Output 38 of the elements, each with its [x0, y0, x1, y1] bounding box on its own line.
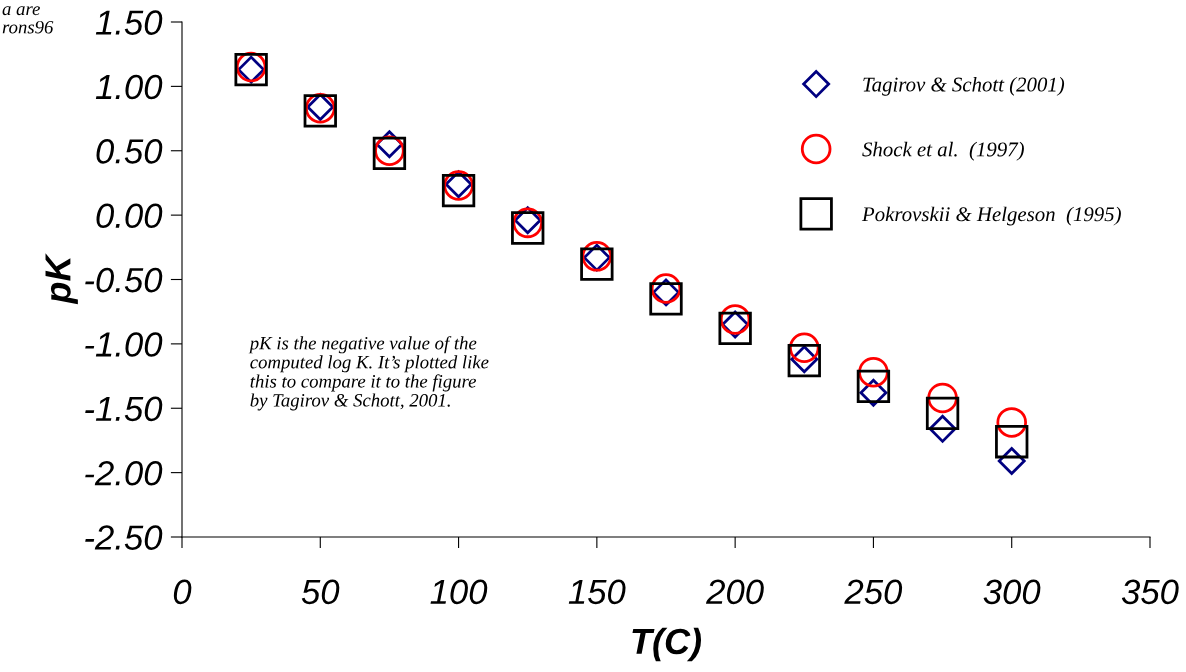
y-tick-label: -1.00: [85, 332, 163, 357]
y-tick-label: 1.00: [95, 74, 163, 100]
y-tick-label: 1.50: [95, 10, 163, 35]
x-axis-title: T(C): [632, 627, 702, 662]
point: [928, 414, 957, 443]
y-tick-label: -0.50: [85, 267, 163, 293]
point: [925, 396, 960, 431]
point: [649, 282, 683, 316]
x-tick-label: 100: [430, 579, 488, 605]
point: [441, 173, 476, 208]
y-tick-label: 0.00: [96, 203, 163, 229]
y-tick-label: -1.50: [85, 396, 163, 422]
point: [718, 311, 752, 346]
point: [997, 447, 1026, 475]
point: [996, 407, 1027, 438]
point: [789, 332, 820, 364]
point: [580, 247, 614, 281]
legend-label: Pokrovskii & Helgeson (1995): [861, 206, 1121, 226]
x-tick-label: 50: [301, 579, 340, 605]
x-tick-label: 300: [983, 579, 1041, 605]
point: [511, 211, 545, 245]
legend-label: Shock et al. (1997): [862, 141, 1024, 161]
legend-label: Tagirov & Schott (2001): [863, 76, 1065, 96]
text: a are rons96: [2, 6, 54, 34]
point: [927, 382, 958, 414]
x-tick-label: 250: [844, 579, 903, 605]
annotation: pK is the negative value of the computed log K. It’s plotted like this to compare it to the figure by Tagirov & Schott, 2001.: [248, 336, 489, 411]
point: [995, 425, 1029, 459]
point: [856, 369, 891, 404]
y-axis-title: pK: [45, 253, 78, 305]
x-tick-label: 200: [705, 579, 764, 605]
point: [719, 304, 751, 335]
x-tick-label: 150: [568, 579, 626, 605]
x-tick-label: 0: [173, 579, 192, 605]
y-tick-label: -2.00: [85, 460, 163, 486]
x-tick-label: 350: [1121, 579, 1179, 605]
y-tick-label: -2.50: [85, 525, 163, 550]
y-tick-label: 0.50: [96, 139, 163, 164]
